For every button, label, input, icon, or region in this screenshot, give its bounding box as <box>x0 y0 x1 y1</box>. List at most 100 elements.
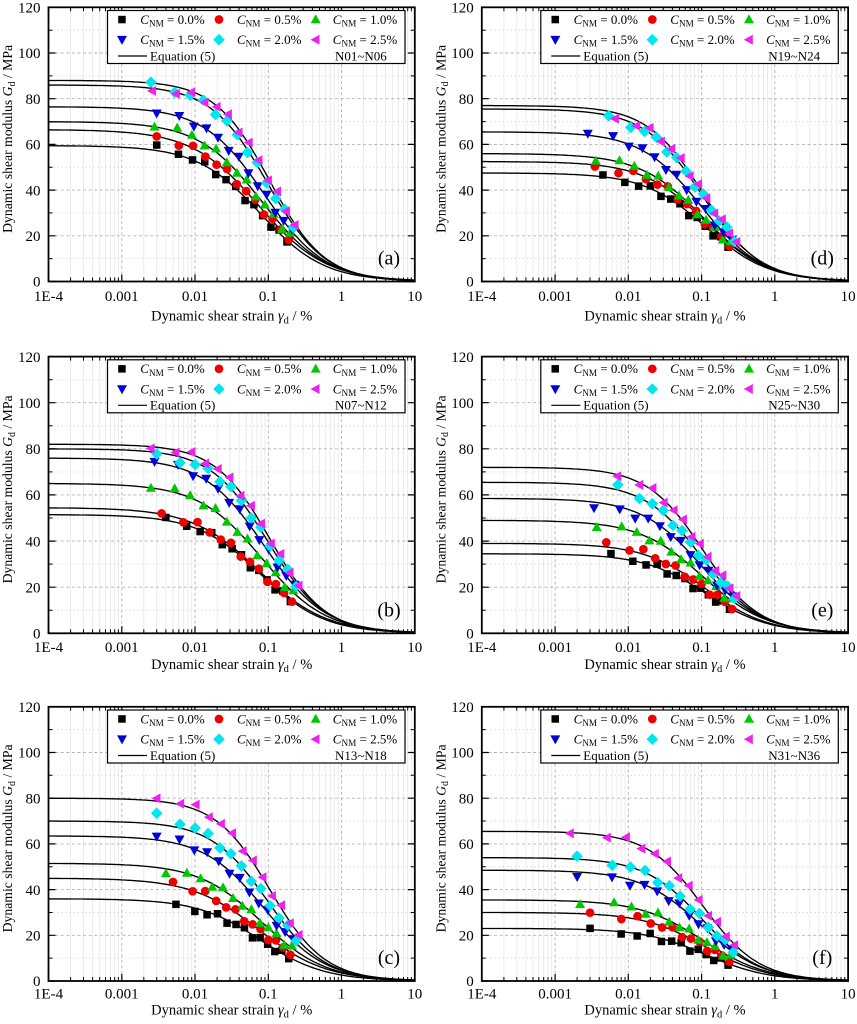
svg-text:80: 80 <box>459 92 474 108</box>
svg-text:40: 40 <box>26 183 41 199</box>
svg-text:CNM = 0.5%: CNM = 0.5% <box>237 711 302 728</box>
svg-text:0.1: 0.1 <box>259 987 278 1003</box>
svg-text:1: 1 <box>338 640 346 656</box>
svg-text:CNM = 0.0%: CNM = 0.0% <box>140 361 205 378</box>
svg-text:120: 120 <box>451 700 474 716</box>
svg-text:CNM = 2.5%: CNM = 2.5% <box>766 732 831 749</box>
svg-text:120: 120 <box>18 350 41 366</box>
svg-text:N13~N18: N13~N18 <box>335 748 387 763</box>
svg-text:Dynamic shear modulus Gd / MPa: Dynamic shear modulus Gd / MPa <box>433 395 451 583</box>
svg-text:0.001: 0.001 <box>105 987 139 1003</box>
svg-text:CNM = 0.5%: CNM = 0.5% <box>237 361 302 378</box>
svg-text:CNM = 0.0%: CNM = 0.0% <box>574 711 639 728</box>
svg-text:Dynamic shear strain γd / %: Dynamic shear strain γd / % <box>584 657 745 675</box>
svg-text:1E-4: 1E-4 <box>467 289 497 305</box>
svg-text:CNM = 2.5%: CNM = 2.5% <box>766 381 831 398</box>
svg-text:120: 120 <box>451 1 474 17</box>
svg-text:CNM = 2.0%: CNM = 2.0% <box>237 32 302 49</box>
svg-text:10: 10 <box>841 289 856 305</box>
svg-text:CNM = 1.5%: CNM = 1.5% <box>140 32 205 49</box>
svg-text:CNM = 0.0%: CNM = 0.0% <box>574 361 639 378</box>
svg-text:0: 0 <box>466 627 474 643</box>
svg-text:0.01: 0.01 <box>182 289 208 305</box>
svg-text:20: 20 <box>26 580 41 596</box>
svg-text:CNM = 0.5%: CNM = 0.5% <box>670 361 735 378</box>
svg-text:CNM = 1.0%: CNM = 1.0% <box>333 12 398 29</box>
svg-text:20: 20 <box>26 229 41 245</box>
svg-text:CNM = 2.5%: CNM = 2.5% <box>333 732 398 749</box>
svg-text:40: 40 <box>459 883 474 899</box>
svg-text:0.1: 0.1 <box>692 640 711 656</box>
svg-text:CNM = 1.5%: CNM = 1.5% <box>140 732 205 749</box>
svg-text:CNM = 1.5%: CNM = 1.5% <box>574 732 639 749</box>
svg-text:N01~N06: N01~N06 <box>335 48 387 63</box>
svg-text:100: 100 <box>451 746 474 762</box>
svg-text:CNM = 0.5%: CNM = 0.5% <box>670 711 735 728</box>
svg-text:10: 10 <box>841 987 856 1003</box>
svg-text:CNM = 1.5%: CNM = 1.5% <box>140 381 205 398</box>
svg-text:60: 60 <box>26 837 41 853</box>
svg-text:N19~N24: N19~N24 <box>768 48 820 63</box>
svg-text:CNM = 1.0%: CNM = 1.0% <box>333 361 398 378</box>
svg-text:0: 0 <box>33 275 41 291</box>
svg-text:0.001: 0.001 <box>105 640 139 656</box>
svg-text:0.01: 0.01 <box>615 640 641 656</box>
svg-text:Dynamic shear strain γd / %: Dynamic shear strain γd / % <box>584 1003 745 1021</box>
svg-text:(b): (b) <box>377 599 400 621</box>
svg-text:40: 40 <box>26 534 41 550</box>
svg-text:100: 100 <box>451 46 474 62</box>
svg-text:0.1: 0.1 <box>692 987 711 1003</box>
svg-text:0.1: 0.1 <box>259 289 278 305</box>
svg-text:0: 0 <box>466 974 474 990</box>
svg-text:(e): (e) <box>811 599 833 621</box>
svg-text:1: 1 <box>771 289 779 305</box>
svg-text:N25~N30: N25~N30 <box>768 398 820 413</box>
svg-text:60: 60 <box>459 837 474 853</box>
svg-text:1: 1 <box>771 987 779 1003</box>
svg-text:(f): (f) <box>812 947 832 969</box>
svg-text:10: 10 <box>407 289 422 305</box>
svg-text:100: 100 <box>18 396 41 412</box>
svg-text:0.1: 0.1 <box>692 289 711 305</box>
svg-text:Equation (5): Equation (5) <box>150 48 215 63</box>
svg-text:80: 80 <box>459 791 474 807</box>
svg-text:100: 100 <box>451 396 474 412</box>
svg-text:CNM = 2.0%: CNM = 2.0% <box>670 732 735 749</box>
svg-text:Dynamic shear modulus Gd / MPa: Dynamic shear modulus Gd / MPa <box>0 395 18 583</box>
svg-text:0.1: 0.1 <box>259 640 278 656</box>
svg-text:40: 40 <box>459 183 474 199</box>
svg-text:CNM = 2.5%: CNM = 2.5% <box>766 32 831 49</box>
svg-text:CNM = 2.0%: CNM = 2.0% <box>237 381 302 398</box>
svg-text:0.001: 0.001 <box>538 987 572 1003</box>
svg-text:80: 80 <box>26 442 41 458</box>
svg-text:20: 20 <box>459 229 474 245</box>
svg-text:80: 80 <box>459 442 474 458</box>
svg-text:0.001: 0.001 <box>538 640 572 656</box>
svg-text:Equation (5): Equation (5) <box>150 398 215 413</box>
svg-text:CNM = 0.0%: CNM = 0.0% <box>140 12 205 29</box>
svg-text:N31~N36: N31~N36 <box>768 748 820 763</box>
svg-text:(d): (d) <box>811 248 834 270</box>
svg-text:Dynamic shear strain γd / %: Dynamic shear strain γd / % <box>584 309 745 327</box>
svg-text:100: 100 <box>18 46 41 62</box>
svg-text:60: 60 <box>459 138 474 154</box>
svg-text:CNM = 0.0%: CNM = 0.0% <box>140 711 205 728</box>
svg-text:0: 0 <box>33 627 41 643</box>
svg-text:CNM = 1.0%: CNM = 1.0% <box>766 361 831 378</box>
svg-text:Dynamic shear strain γd / %: Dynamic shear strain γd / % <box>151 309 312 327</box>
svg-text:10: 10 <box>841 640 856 656</box>
svg-text:40: 40 <box>26 883 41 899</box>
svg-text:Equation (5): Equation (5) <box>583 398 648 413</box>
svg-text:(a): (a) <box>378 248 400 270</box>
svg-text:N07~N12: N07~N12 <box>335 398 387 413</box>
svg-text:Equation (5): Equation (5) <box>583 748 648 763</box>
svg-text:40: 40 <box>459 534 474 550</box>
svg-text:1: 1 <box>771 640 779 656</box>
svg-text:1: 1 <box>338 987 346 1003</box>
svg-text:1: 1 <box>338 289 346 305</box>
svg-text:1E-4: 1E-4 <box>34 640 64 656</box>
svg-text:0.001: 0.001 <box>538 289 572 305</box>
svg-text:Equation (5): Equation (5) <box>150 748 215 763</box>
svg-text:120: 120 <box>18 700 41 716</box>
svg-text:Dynamic shear modulus Gd / MPa: Dynamic shear modulus Gd / MPa <box>0 45 18 233</box>
